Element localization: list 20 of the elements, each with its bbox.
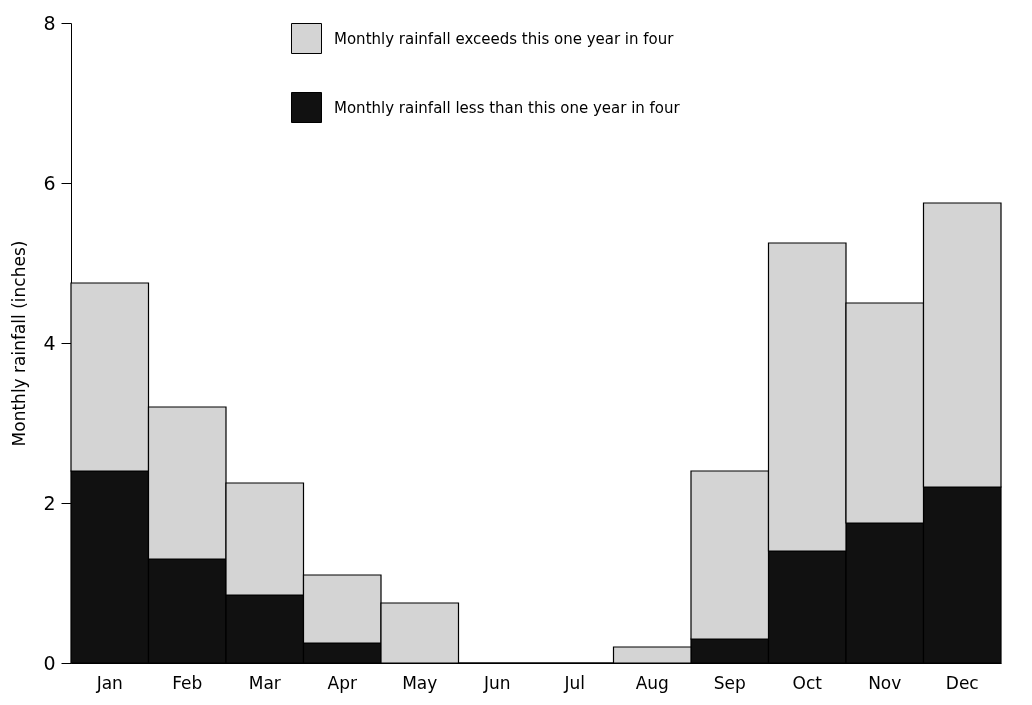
x-tick-label: Oct — [792, 672, 823, 693]
x-tick-label: Dec — [945, 672, 979, 693]
x-tick-label: Sep — [713, 672, 746, 693]
x-tick-label: Apr — [327, 672, 357, 693]
x-tick-label: May — [402, 672, 438, 693]
y-tick-label: 2 — [43, 491, 56, 514]
x-tick-label: Jul — [563, 672, 586, 693]
y-tick-label: 8 — [43, 11, 56, 34]
legend-label: Monthly rainfall exceeds this one year in four — [334, 29, 675, 48]
x-tick-label: Jan — [95, 672, 123, 693]
y-axis-title: Monthly rainfall (inches) — [9, 240, 30, 447]
x-tick-label: Jun — [482, 672, 511, 693]
legend-label: Monthly rainfall less than this one year in four — [334, 98, 681, 117]
x-tick-label: Nov — [868, 672, 902, 693]
x-tick-label: Feb — [172, 672, 203, 693]
y-tick-label: 4 — [43, 331, 56, 354]
y-tick-label: 0 — [43, 651, 56, 674]
x-tick-label: Aug — [635, 672, 669, 693]
y-tick-label: 6 — [43, 171, 56, 194]
x-tick-label: Mar — [248, 672, 281, 693]
